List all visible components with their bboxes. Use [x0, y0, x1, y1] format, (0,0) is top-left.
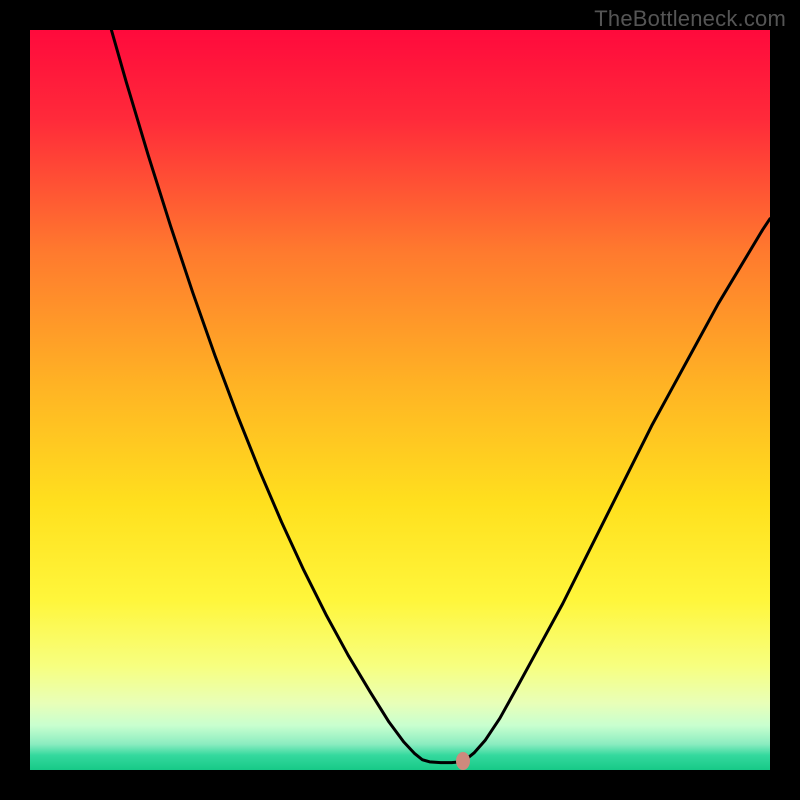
optimum-marker — [456, 752, 470, 770]
chart-plot-area — [30, 30, 770, 770]
watermark-text: TheBottleneck.com — [594, 6, 786, 32]
bottleneck-curve — [30, 30, 770, 770]
curve-path — [111, 30, 770, 763]
